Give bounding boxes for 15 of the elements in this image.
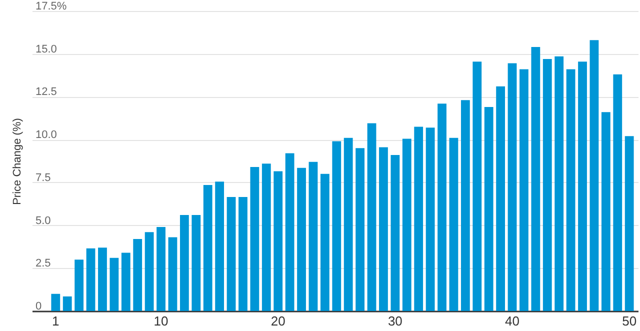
y-tick-label: 10.0	[36, 129, 57, 142]
x-tick-label: 40	[505, 314, 520, 328]
y-tick-label: 5.0	[36, 214, 51, 227]
y-axis-title: Price Change (%)	[12, 118, 24, 205]
y-tick-label: 0	[36, 300, 42, 312]
x-tick-label: 20	[270, 314, 286, 328]
y-tick-label: 12.5	[36, 86, 57, 98]
y-tick-label: 2.5	[36, 258, 51, 270]
y-tick-label: 7.5	[36, 172, 51, 184]
x-tick-label: 50	[622, 314, 637, 328]
x-tick-label: 1	[52, 314, 60, 328]
x-tick-label: 30	[388, 314, 402, 328]
y-tick-label: 15.0	[36, 43, 57, 56]
x-tick-label: 10	[154, 314, 168, 328]
y-tick-label: 17.5%	[36, 0, 67, 12]
